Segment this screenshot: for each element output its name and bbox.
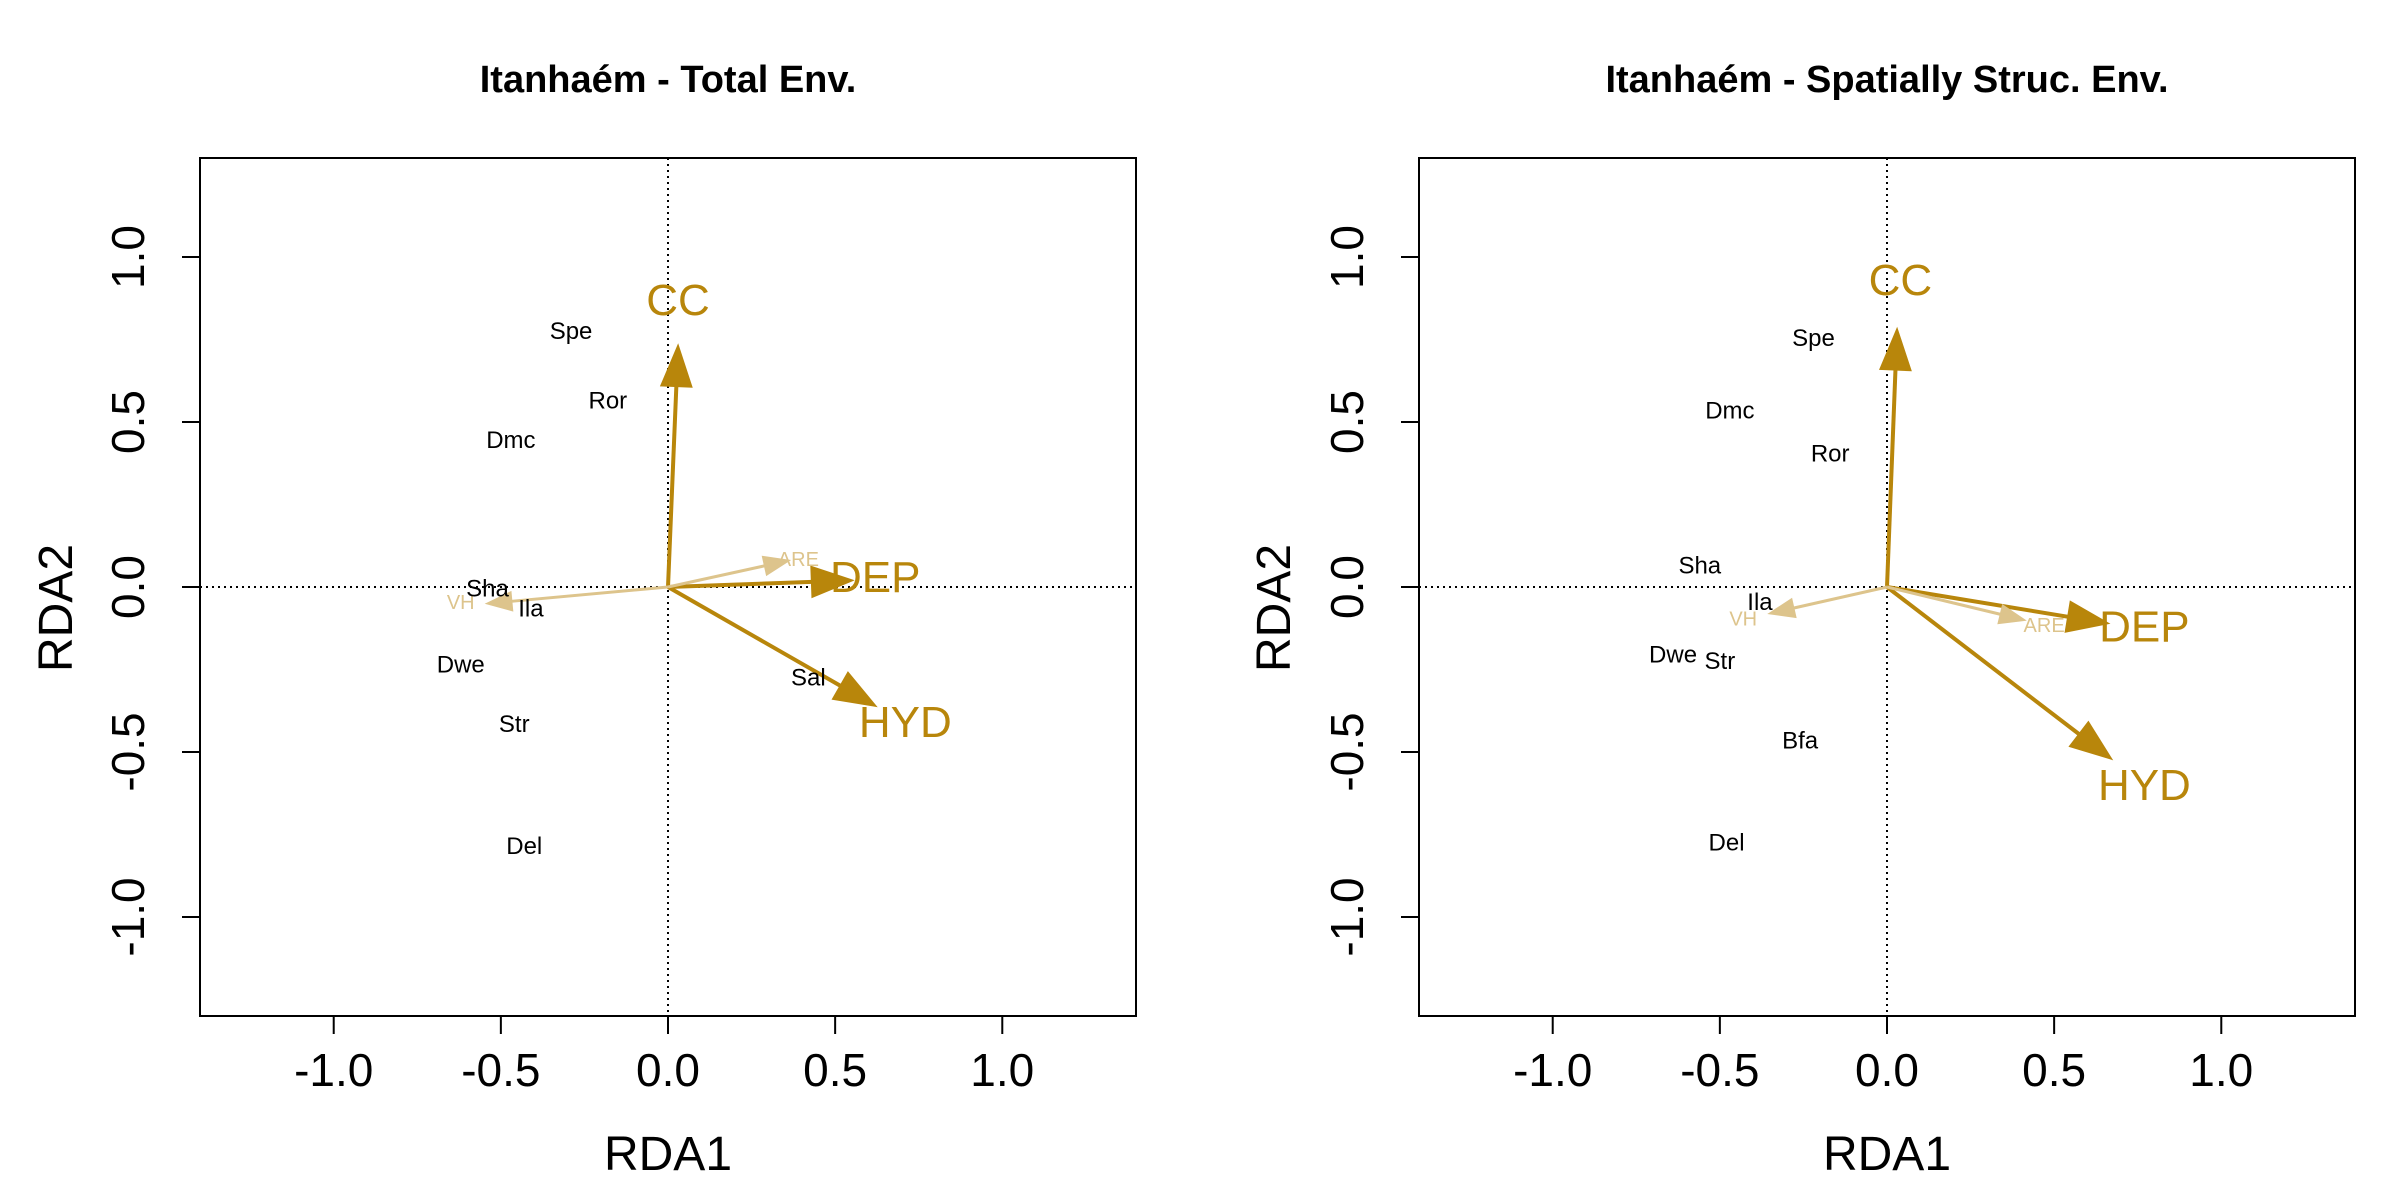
species-label-spe: Spe bbox=[1792, 325, 1835, 352]
x-axis-title: RDA1 bbox=[1823, 1128, 1951, 1181]
x-tick-label: 0.5 bbox=[2022, 1044, 2086, 1096]
x-tick-label: -1.0 bbox=[294, 1044, 373, 1096]
species-label-dmc: Dmc bbox=[486, 427, 535, 454]
panel-spatially-structured-env: Itanhaém - Spatially Struc. Env. RDA1 RD… bbox=[1248, 59, 2356, 1181]
x-tick-label: -1.0 bbox=[1513, 1044, 1592, 1096]
env-vector-hyd bbox=[1885, 585, 2081, 736]
y-tick-label: 0.5 bbox=[102, 390, 154, 454]
env-arrowhead-dep bbox=[810, 565, 855, 599]
species-label-ila: Ila bbox=[1747, 589, 1773, 616]
env-arrowhead-hyd bbox=[2068, 720, 2114, 761]
species-label-del: Del bbox=[506, 833, 542, 860]
env-vector-are bbox=[667, 564, 766, 589]
env-label-are: ARE bbox=[2024, 615, 2065, 637]
y-tick-label: -0.5 bbox=[102, 712, 154, 791]
y-axis-title: RDA2 bbox=[30, 544, 83, 672]
env-label-vh: VH bbox=[1729, 608, 1757, 630]
env-label-cc: CC bbox=[646, 276, 710, 325]
species-label-ror: Ror bbox=[588, 388, 627, 415]
x-axis-title: RDA1 bbox=[604, 1128, 732, 1181]
species-label-ror: Ror bbox=[1811, 440, 1850, 467]
species-label-sal: Sal bbox=[791, 665, 826, 692]
y-tick-label: -0.5 bbox=[1321, 712, 1373, 791]
env-arrowhead-vh bbox=[484, 590, 514, 612]
y-tick-label: 1.0 bbox=[1321, 225, 1373, 289]
env-arrowhead-hyd bbox=[831, 671, 878, 708]
species-label-str: Str bbox=[499, 711, 530, 738]
y-tick-label: 0.0 bbox=[1321, 555, 1373, 619]
y-tick-label: 1.0 bbox=[102, 225, 154, 289]
plot-area: -1.0 -0.5 0.0 0.5 1.0 -1.0 -0.5 0.0 0.5 1.0 CC DEP H… bbox=[1321, 157, 2356, 1096]
env-vector-vh bbox=[511, 585, 669, 603]
env-vector-cc bbox=[666, 385, 679, 588]
env-label-hyd: HYD bbox=[859, 698, 952, 747]
env-vector-cc bbox=[1885, 369, 1898, 588]
env-label-cc: CC bbox=[1869, 256, 1933, 305]
env-arrowhead-vh bbox=[1767, 597, 1797, 619]
y-tick-label: 0.0 bbox=[102, 555, 154, 619]
species-label-ila: Ila bbox=[518, 595, 544, 622]
species-label-dwe: Dwe bbox=[437, 652, 485, 679]
env-arrowhead-cc bbox=[1879, 326, 1912, 372]
env-label-vh: VH bbox=[447, 592, 475, 614]
species-label-dmc: Dmc bbox=[1705, 397, 1754, 424]
species-label-spe: Spe bbox=[550, 318, 593, 345]
species-label-sha: Sha bbox=[1678, 553, 1721, 580]
env-vector-are bbox=[1886, 585, 2002, 616]
y-tick-label: 0.5 bbox=[1321, 390, 1373, 454]
x-tick-label: 1.0 bbox=[970, 1044, 1034, 1096]
env-label-dep: DEP bbox=[830, 553, 920, 602]
plot-area: -1.0 -0.5 0.0 0.5 1.0 -1.0 -0.5 0.0 0.5 1.0 CC DEP H… bbox=[102, 157, 1137, 1096]
env-arrowhead-are bbox=[1997, 603, 2027, 625]
species-label-sha: Sha bbox=[466, 576, 509, 603]
env-vector-dep bbox=[1886, 585, 2069, 619]
env-arrowhead-are bbox=[761, 555, 792, 577]
species-label-del: Del bbox=[1709, 830, 1745, 857]
panel-title: Itanhaém - Spatially Struc. Env. bbox=[1605, 59, 2168, 101]
species-label-str: Str bbox=[1705, 648, 1736, 675]
env-vector-vh bbox=[1793, 585, 1888, 610]
env-label-are: ARE bbox=[778, 549, 819, 571]
x-tick-label: -0.5 bbox=[1680, 1044, 1759, 1096]
panel-total-env: Itanhaém - Total Env. RDA1 RDA2 -1.0 -0.5… bbox=[30, 59, 1137, 1181]
env-label-dep: DEP bbox=[2099, 603, 2189, 652]
y-tick-label: -1.0 bbox=[102, 877, 154, 956]
species-label-dwe: Dwe bbox=[1649, 642, 1697, 669]
x-tick-label: 0.5 bbox=[803, 1044, 867, 1096]
species-label-bfa: Bfa bbox=[1782, 727, 1819, 754]
y-axis-title: RDA2 bbox=[1248, 544, 1301, 672]
env-arrowhead-dep bbox=[2064, 600, 2111, 633]
env-vector-hyd bbox=[667, 585, 842, 688]
env-label-hyd: HYD bbox=[2098, 761, 2191, 810]
x-tick-label: 0.0 bbox=[636, 1044, 700, 1096]
x-tick-label: 0.0 bbox=[1855, 1044, 1919, 1096]
env-vector-dep bbox=[667, 579, 812, 589]
y-tick-label: -1.0 bbox=[1321, 877, 1373, 956]
panel-title: Itanhaém - Total Env. bbox=[480, 59, 857, 101]
x-tick-label: 1.0 bbox=[2189, 1044, 2253, 1096]
x-tick-label: -0.5 bbox=[461, 1044, 540, 1096]
env-arrowhead-cc bbox=[659, 343, 693, 388]
